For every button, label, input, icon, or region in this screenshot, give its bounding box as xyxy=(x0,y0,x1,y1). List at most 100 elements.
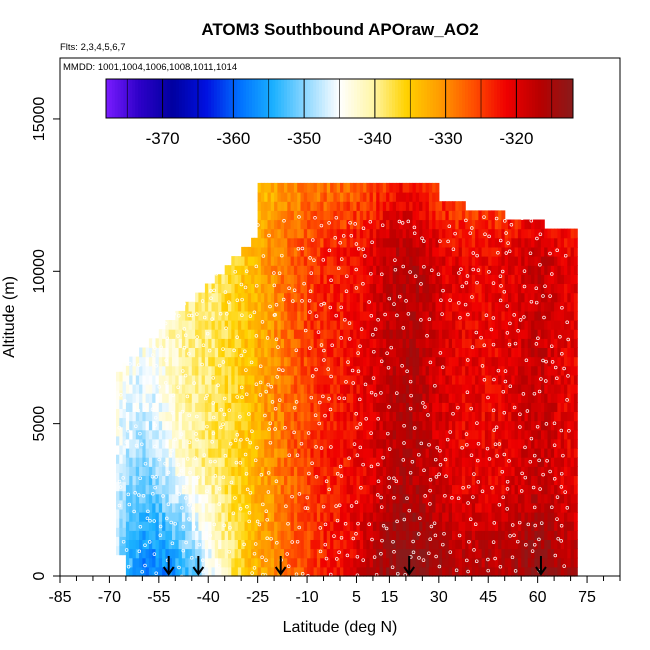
heatmap-cell xyxy=(508,557,512,568)
heatmap-cell xyxy=(508,283,512,294)
heatmap-cell xyxy=(353,228,358,239)
heatmap-cell xyxy=(132,466,137,476)
heatmap-cell xyxy=(218,365,222,376)
heatmap-cell xyxy=(422,329,427,339)
heatmap-cell xyxy=(158,338,163,348)
heatmap-cell xyxy=(221,283,226,294)
heatmap-cell xyxy=(333,329,338,339)
heatmap-cell xyxy=(300,548,305,559)
heatmap-cell xyxy=(415,329,420,339)
heatmap-cell xyxy=(452,265,456,275)
heatmap-cell xyxy=(465,512,470,522)
heatmap-cell xyxy=(458,502,463,513)
heatmap-cell xyxy=(175,338,180,348)
heatmap-cell xyxy=(465,228,470,239)
heatmap-cell xyxy=(392,182,397,193)
heatmap-cell xyxy=(195,466,199,476)
heatmap-cell xyxy=(465,521,470,531)
heatmap-cell xyxy=(201,448,206,458)
heatmap-cell xyxy=(511,566,516,577)
heatmap-cell xyxy=(228,356,232,367)
heatmap-cell xyxy=(165,320,170,330)
heatmap-cell xyxy=(336,530,341,540)
heatmap-cell xyxy=(475,301,479,312)
heatmap-cell xyxy=(458,466,463,476)
heatmap-cell xyxy=(231,502,236,513)
heatmap-cell xyxy=(244,329,249,339)
heatmap-cell xyxy=(517,411,522,422)
heatmap-cell xyxy=(415,557,420,568)
heatmap-cell xyxy=(221,411,226,422)
heatmap-cell xyxy=(346,201,351,211)
heatmap-cell xyxy=(237,466,242,476)
heatmap-cell xyxy=(270,374,275,385)
heatmap-cell xyxy=(527,402,532,412)
heatmap-cell xyxy=(448,448,453,458)
heatmap-cell xyxy=(511,438,516,449)
heatmap-cell xyxy=(409,182,414,193)
heatmap-cell xyxy=(484,265,489,275)
heatmap-cell xyxy=(376,265,381,275)
heatmap-cell xyxy=(435,329,440,339)
heatmap-cell xyxy=(540,393,545,403)
heatmap-cell xyxy=(511,237,516,248)
heatmap-cell xyxy=(409,256,414,266)
heatmap-cell xyxy=(336,448,341,458)
heatmap-cell xyxy=(425,283,430,294)
heatmap-cell xyxy=(481,356,486,367)
heatmap-cell xyxy=(478,274,483,284)
heatmap-cell xyxy=(425,356,430,367)
heatmap-cell xyxy=(244,301,249,312)
heatmap-cell xyxy=(396,429,400,440)
heatmap-cell xyxy=(412,402,417,412)
heatmap-cell xyxy=(290,411,295,422)
heatmap-cell xyxy=(148,548,153,559)
heatmap-cell xyxy=(438,393,443,403)
heatmap-cell xyxy=(494,320,499,330)
heatmap-cell xyxy=(412,466,417,476)
heatmap-cell xyxy=(349,475,354,486)
heatmap-cell xyxy=(452,402,456,412)
heatmap-cell xyxy=(287,512,292,522)
heatmap-cell xyxy=(125,475,130,486)
heatmap-cell xyxy=(316,265,321,275)
heatmap-cell xyxy=(349,338,354,348)
heatmap-cell xyxy=(287,448,292,458)
heatmap-cell xyxy=(389,310,394,321)
heatmap-cell xyxy=(251,329,255,339)
heatmap-cell xyxy=(313,493,318,504)
heatmap-cell xyxy=(402,374,407,385)
heatmap-cell xyxy=(152,502,157,513)
heatmap-cell xyxy=(409,429,414,440)
heatmap-cell xyxy=(531,320,535,330)
heatmap-cell xyxy=(448,228,453,239)
heatmap-cell xyxy=(438,347,443,358)
heatmap-cell xyxy=(214,539,219,550)
heatmap-cell xyxy=(517,246,522,257)
heatmap-cell xyxy=(181,329,186,339)
heatmap-cell xyxy=(313,384,318,394)
heatmap-cell xyxy=(475,475,479,486)
heatmap-cell xyxy=(537,256,542,266)
heatmap-cell xyxy=(475,402,479,412)
heatmap-cell xyxy=(204,329,209,339)
heatmap-cell xyxy=(353,338,358,348)
heatmap-cell xyxy=(465,219,470,230)
heatmap-cell xyxy=(475,365,479,376)
heatmap-cell xyxy=(471,512,476,522)
heatmap-cell xyxy=(349,347,354,358)
heatmap-cell xyxy=(264,521,269,531)
heatmap-cell xyxy=(349,274,354,284)
heatmap-cell xyxy=(303,329,308,339)
heatmap-cell xyxy=(359,374,364,385)
heatmap-cell xyxy=(484,292,489,303)
heatmap-cell xyxy=(534,219,539,230)
heatmap-cell xyxy=(494,521,499,531)
heatmap-cell xyxy=(396,320,400,330)
heatmap-cell xyxy=(452,512,456,522)
heatmap-cell xyxy=(415,393,420,403)
heatmap-cell xyxy=(376,420,381,431)
heatmap-cell xyxy=(445,448,450,458)
heatmap-cell xyxy=(293,320,298,330)
heatmap-cell xyxy=(534,265,539,275)
